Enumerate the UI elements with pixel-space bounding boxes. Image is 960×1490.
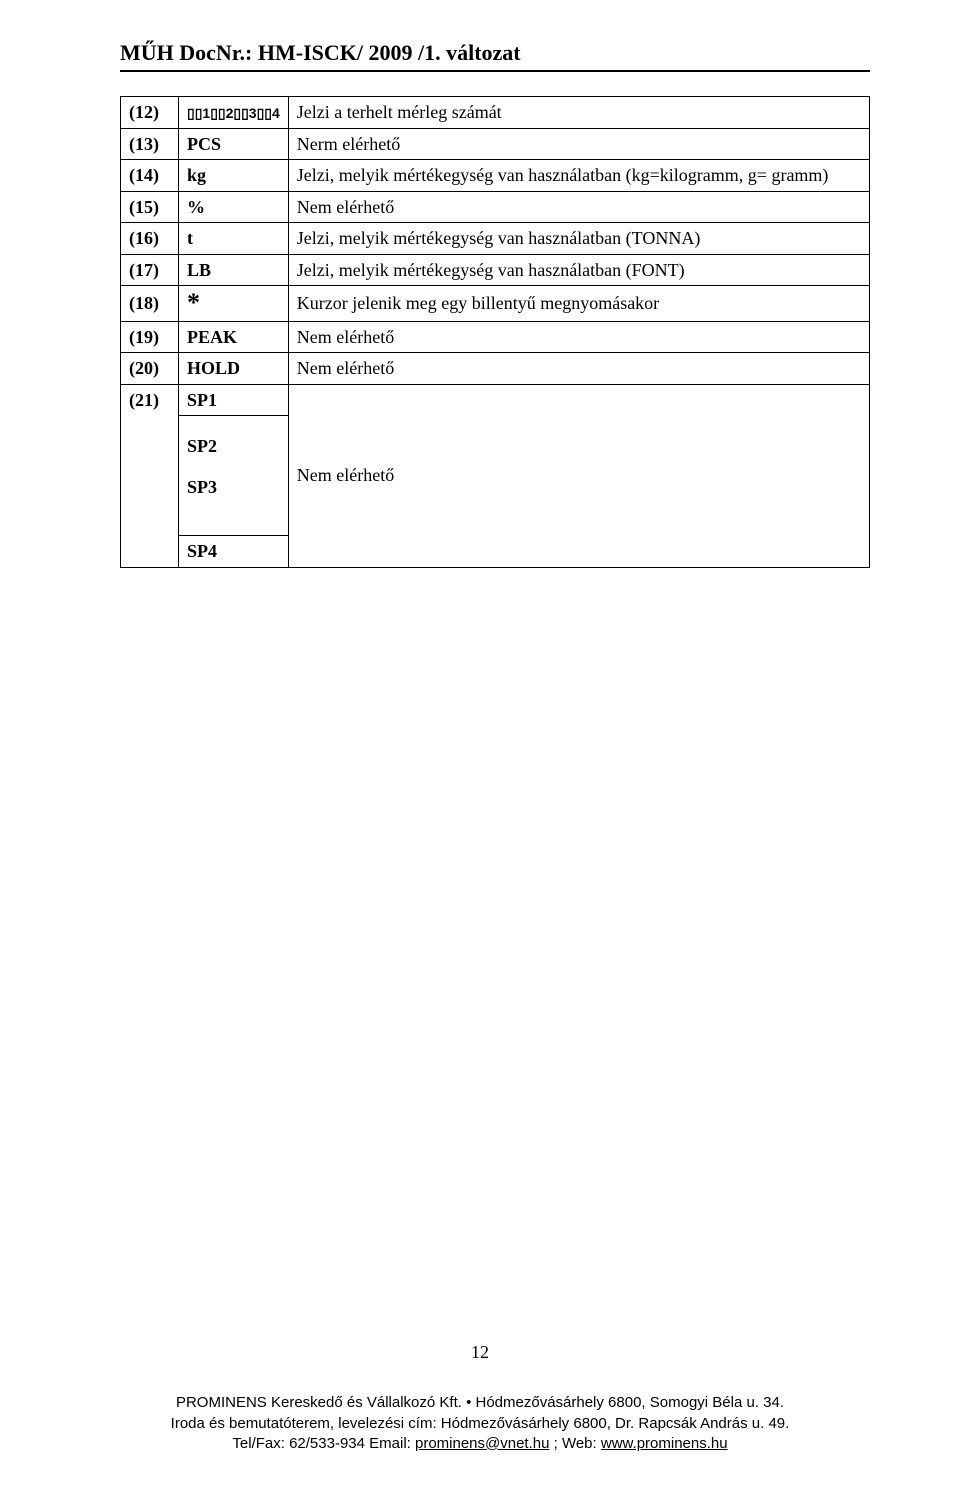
- row-num: (21): [121, 384, 179, 567]
- row-desc: Jelzi a terhelt mérleg számát: [288, 97, 869, 129]
- table-row: (18) * Kurzor jelenik meg egy billentyű …: [121, 286, 870, 322]
- row-label: SP4: [179, 536, 289, 568]
- header-rule: [120, 70, 870, 72]
- running-header: MŰH DocNr.: HM-ISCK/ 2009 /1. változat: [120, 40, 870, 66]
- row-label: SP2 SP3: [179, 416, 289, 536]
- footer-email-link[interactable]: prominens@vnet.hu: [415, 1435, 549, 1452]
- row-num: (14): [121, 160, 179, 192]
- row-label: t: [179, 223, 289, 255]
- table-row: (16) t Jelzi, melyik mértékegység van ha…: [121, 223, 870, 255]
- table-row: (15) % Nem elérhető: [121, 191, 870, 223]
- row-num: (15): [121, 191, 179, 223]
- sp-label: SP2: [187, 435, 280, 458]
- page-footer: 12 PROMINENS Kereskedő és Vállalkozó Kft…: [0, 1342, 960, 1454]
- row-label: SP1: [179, 384, 289, 416]
- row-desc: Jelzi, melyik mértékegység van használat…: [288, 254, 869, 286]
- row-label: HOLD: [179, 353, 289, 385]
- row-num: (19): [121, 321, 179, 353]
- page: MŰH DocNr.: HM-ISCK/ 2009 /1. változat (…: [0, 0, 960, 1490]
- row-desc: Nem elérhető: [288, 384, 869, 567]
- row-label: LB: [179, 254, 289, 286]
- sp-label: SP3: [187, 476, 280, 499]
- asterisk-icon: *: [187, 288, 200, 317]
- row-num: (20): [121, 353, 179, 385]
- row-num: (17): [121, 254, 179, 286]
- row-desc: Kurzor jelenik meg egy billentyű megnyom…: [288, 286, 869, 322]
- footer-web-link[interactable]: www.prominens.hu: [601, 1435, 728, 1452]
- row-label: ▯▯1▯▯2▯▯3▯▯4: [179, 97, 289, 129]
- table-row: (17) LB Jelzi, melyik mértékegység van h…: [121, 254, 870, 286]
- footer-line-2: Iroda és bemutatóterem, levelezési cím: …: [0, 1414, 960, 1434]
- footer-line-3: Tel/Fax: 62/533-934 Email: prominens@vne…: [0, 1434, 960, 1454]
- footer-line-1: PROMINENS Kereskedő és Vállalkozó Kft. •…: [0, 1393, 960, 1413]
- table-row: (21) SP1 Nem elérhető: [121, 384, 870, 416]
- row-num: (18): [121, 286, 179, 322]
- table-row: (14) kg Jelzi, melyik mértékegység van h…: [121, 160, 870, 192]
- row-num: (12): [121, 97, 179, 129]
- row-desc: Nem elérhető: [288, 353, 869, 385]
- row-label: kg: [179, 160, 289, 192]
- count-glyph: ▯▯1▯▯2▯▯3▯▯4: [187, 105, 280, 121]
- table-row: (13) PCS Nerm elérhető: [121, 128, 870, 160]
- page-number: 12: [0, 1342, 960, 1363]
- footer-text: Tel/Fax: 62/533-934 Email:: [232, 1435, 415, 1452]
- row-desc: Nem elérhető: [288, 191, 869, 223]
- table-row: (12) ▯▯1▯▯2▯▯3▯▯4 Jelzi a terhelt mérleg…: [121, 97, 870, 129]
- row-desc: Jelzi, melyik mértékegység van használat…: [288, 160, 869, 192]
- row-desc: Jelzi, melyik mértékegység van használat…: [288, 223, 869, 255]
- row-label: %: [179, 191, 289, 223]
- table-row: (19) PEAK Nem elérhető: [121, 321, 870, 353]
- row-desc: Nem elérhető: [288, 321, 869, 353]
- row-num: (16): [121, 223, 179, 255]
- definition-table: (12) ▯▯1▯▯2▯▯3▯▯4 Jelzi a terhelt mérleg…: [120, 96, 870, 568]
- row-desc: Nerm elérhető: [288, 128, 869, 160]
- row-label: *: [179, 286, 289, 322]
- table-row: (20) HOLD Nem elérhető: [121, 353, 870, 385]
- row-num: (13): [121, 128, 179, 160]
- footer-text: ; Web:: [549, 1435, 600, 1452]
- row-label: PEAK: [179, 321, 289, 353]
- row-label: PCS: [179, 128, 289, 160]
